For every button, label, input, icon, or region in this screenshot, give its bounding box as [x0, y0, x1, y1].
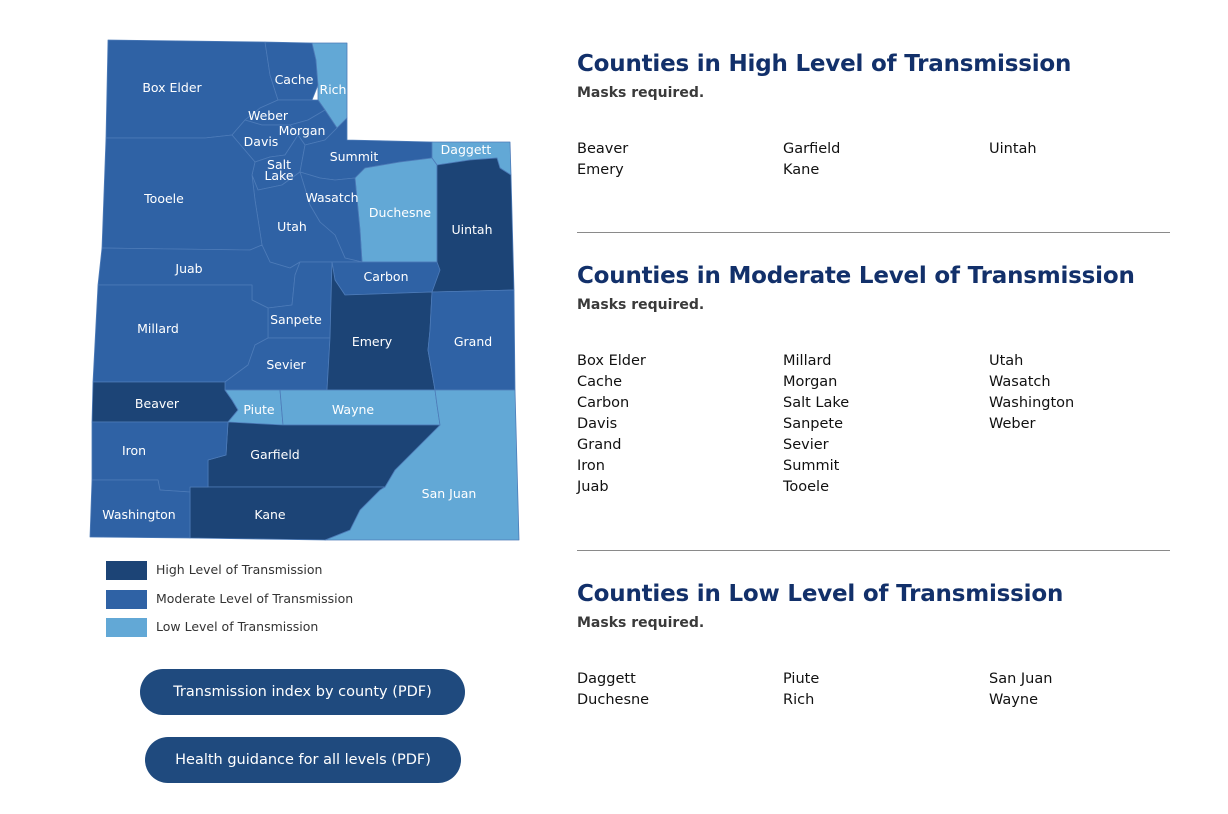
legend-label: Moderate Level of Transmission [156, 591, 354, 606]
legend-swatch-moderate [106, 590, 147, 609]
divider [577, 550, 1170, 551]
county-label: Box Elder [142, 80, 202, 95]
county-list-item: Wayne [989, 692, 1038, 708]
county-column: Beaver Emery [577, 139, 628, 181]
county-label: Juab [174, 261, 202, 276]
county-list-item: Summit [783, 458, 840, 474]
county-label: Emery [352, 334, 393, 349]
county-list-item: Piute [783, 671, 820, 687]
legend-swatch-high [106, 561, 147, 580]
transmission-index-pdf-button[interactable]: Transmission index by county (PDF) [140, 669, 465, 715]
divider [577, 232, 1170, 233]
section-note: Masks required. [577, 297, 705, 313]
county-list-item: Garfield [783, 141, 841, 157]
county-washington[interactable] [89, 479, 191, 539]
county-kane[interactable] [189, 486, 386, 541]
county-label: Sevier [266, 357, 306, 372]
county-list-item: Daggett [577, 671, 636, 687]
county-label: Garfield [250, 447, 299, 462]
high-transmission-section: Counties in High Level of Transmission M… [577, 51, 1170, 178]
county-column: Uintah [989, 139, 1037, 160]
county-label: Morgan [279, 123, 326, 138]
county-list-item: Juab [577, 479, 609, 495]
legend-label: High Level of Transmission [156, 562, 323, 577]
county-millard[interactable] [92, 284, 269, 383]
county-column: Millard Morgan Salt Lake Sanpete Sevier Summi… [783, 351, 849, 498]
county-label: Millard [137, 321, 179, 336]
county-label: Sanpete [270, 312, 322, 327]
county-column: Garfield Kane [783, 139, 840, 181]
county-list-item: Grand [577, 437, 622, 453]
county-list-item: Emery [577, 162, 624, 178]
county-label: Utah [277, 219, 307, 234]
county-column: Piute Rich [783, 669, 819, 711]
county-list-item: Duchesne [577, 692, 650, 708]
county-list-item: Weber [989, 416, 1036, 432]
county-column: Utah Wasatch Washington Weber [989, 351, 1074, 435]
county-list-item: Beaver [577, 141, 629, 157]
county-list-item: Salt Lake [783, 395, 850, 411]
county-label: Carbon [363, 269, 408, 284]
county-label: Tooele [143, 191, 184, 206]
county-label: Kane [254, 507, 286, 522]
section-title: Counties in Low Level of Transmission [577, 581, 1064, 607]
county-label: Iron [122, 443, 146, 458]
county-list-item: Wasatch [989, 374, 1051, 390]
county-label: Daggett [441, 142, 492, 157]
county-list-item: San Juan [989, 671, 1053, 687]
legend-label: Low Level of Transmission [156, 619, 319, 634]
county-list-item: Rich [783, 692, 815, 708]
county-label: Weber [248, 108, 289, 123]
county-list-item: Millard [783, 353, 832, 369]
county-list-item: Uintah [989, 141, 1037, 157]
county-label: Salt Lake [264, 157, 293, 183]
county-column: Daggett Duchesne [577, 669, 649, 711]
county-list-item: Sevier [783, 437, 829, 453]
section-note: Masks required. [577, 85, 705, 101]
county-list-item: Iron [577, 458, 605, 474]
health-guidance-pdf-button[interactable]: Health guidance for all levels (PDF) [145, 737, 461, 783]
low-transmission-section: Counties in Low Level of Transmission Ma… [577, 581, 1170, 708]
county-list-item: Box Elder [577, 353, 646, 369]
county-label: Duchesne [369, 205, 431, 220]
section-note: Masks required. [577, 615, 705, 631]
county-list-item: Davis [577, 416, 618, 432]
county-label: Summit [330, 149, 379, 164]
moderate-transmission-section: Counties in Moderate Level of Transmissi… [577, 263, 1170, 495]
county-list-item: Kane [783, 162, 820, 178]
county-label: Rich [320, 82, 347, 97]
county-list-item: Utah [989, 353, 1024, 369]
county-label: Wasatch [305, 190, 358, 205]
county-label: San Juan [422, 486, 477, 501]
county-list-item: Tooele [783, 479, 830, 495]
county-column: San Juan Wayne [989, 669, 1052, 711]
section-title: Counties in High Level of Transmission [577, 51, 1072, 77]
county-list-item: Washington [989, 395, 1075, 411]
county-label: Beaver [135, 396, 180, 411]
county-label: Cache [275, 72, 314, 87]
county-label: Grand [454, 334, 492, 349]
county-label: Uintah [451, 222, 492, 237]
county-column: Box Elder Cache Carbon Davis Grand Iron Juab [577, 351, 646, 498]
section-title: Counties in Moderate Level of Transmissi… [577, 263, 1135, 289]
county-label: Wayne [332, 402, 375, 417]
legend-swatch-low [106, 618, 147, 637]
county-label: Davis [244, 134, 279, 149]
county-list-item: Sanpete [783, 416, 844, 432]
county-list-item: Morgan [783, 374, 838, 390]
county-list-item: Cache [577, 374, 623, 390]
county-list-item: Carbon [577, 395, 630, 411]
county-label: Piute [243, 402, 275, 417]
county-label: Washington [102, 507, 175, 522]
